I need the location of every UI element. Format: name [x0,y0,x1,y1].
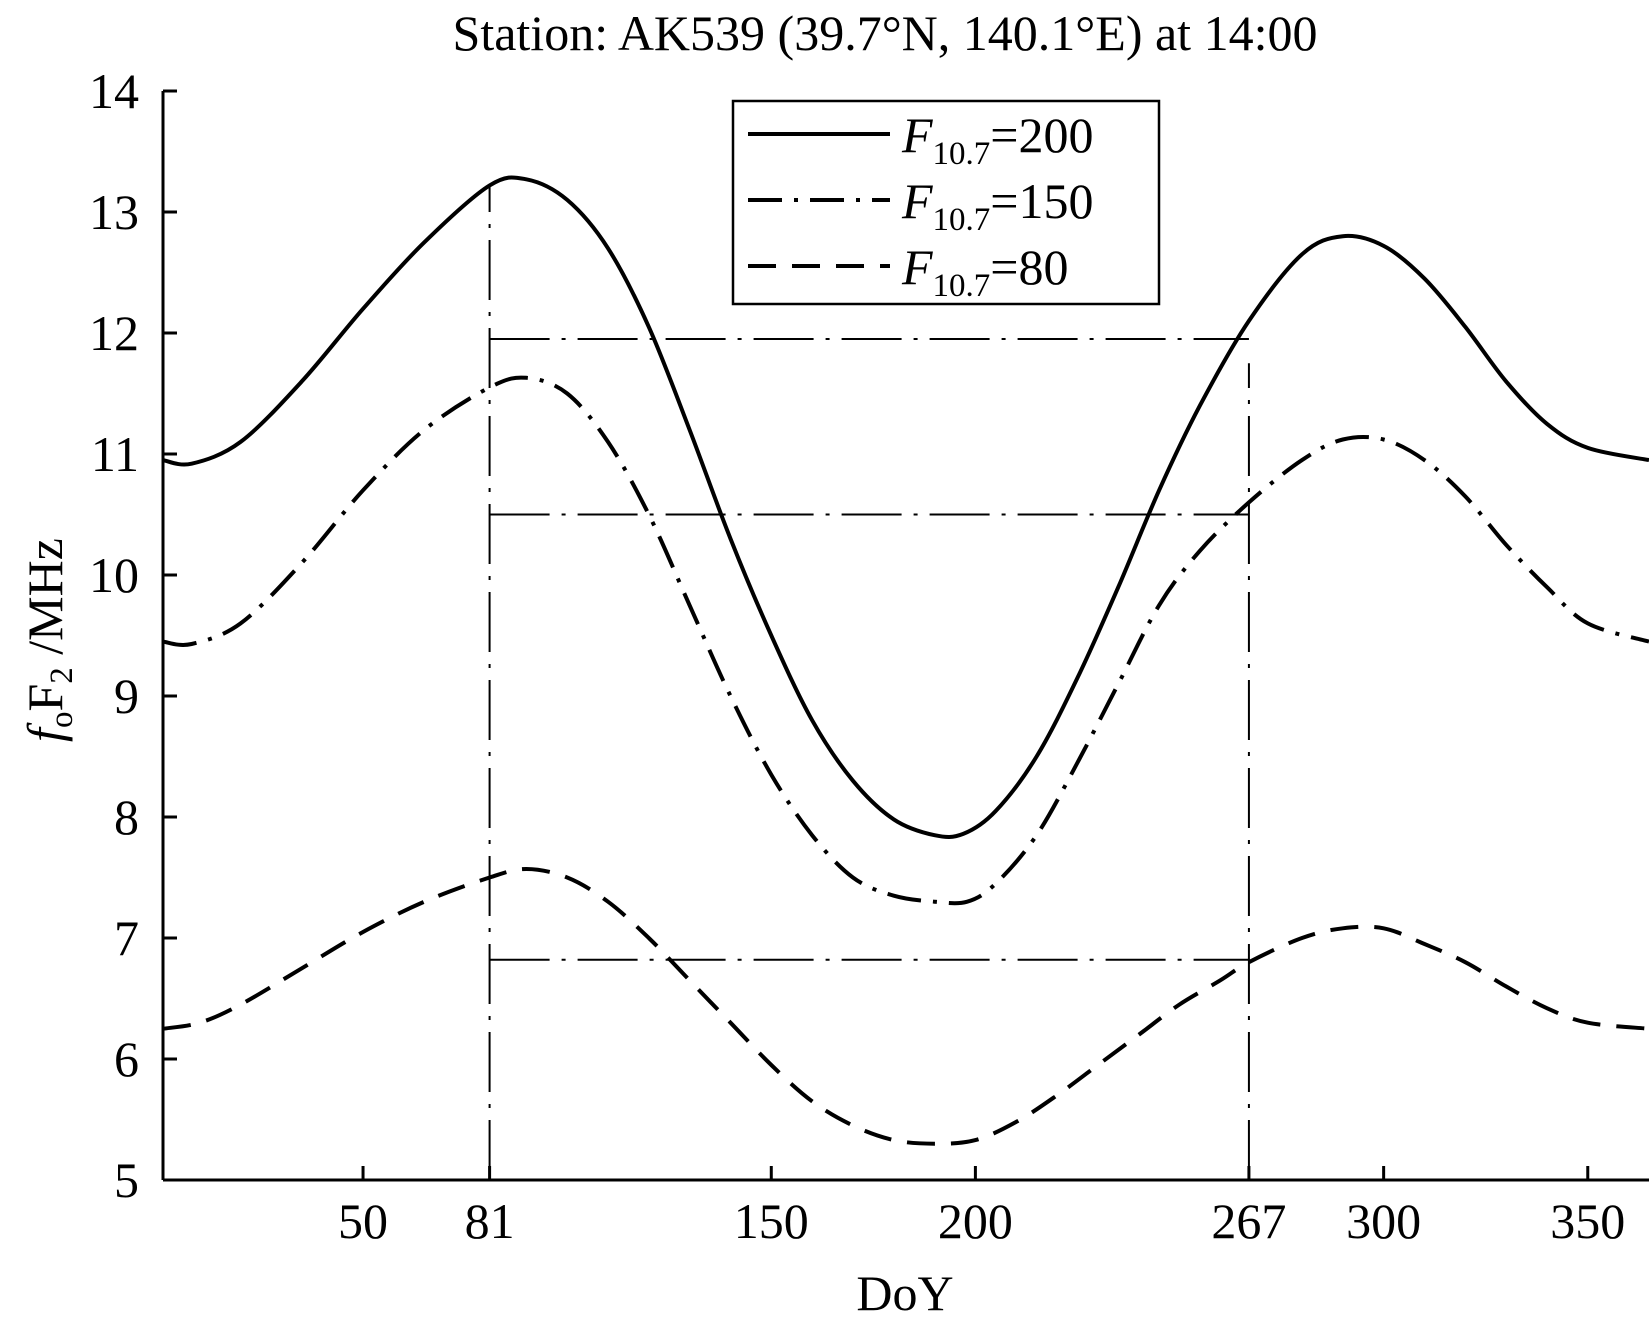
y-axis-label: foF2 /MHz [17,538,80,742]
y-ticks: 5 6 7 8 9 10 11 12 13 14 [89,63,177,1208]
legend-label-value: =150 [990,173,1093,229]
x-tick-label: 267 [1211,1193,1286,1249]
x-tick-label: 50 [338,1193,388,1249]
legend-label: F10.7=150 [901,173,1094,238]
series-line-0 [162,175,1649,839]
plot-area: 50 81 150 200 267 300 350 5 6 7 8 9 10 11 12 13 14 [89,63,1649,1249]
y-label-sub-2: 2 [44,667,80,684]
x-tick-label: 300 [1346,1193,1421,1249]
x-axis-label: DoY [856,1265,953,1320]
x-tick-label: 81 [465,1193,515,1249]
y-tick-label: 6 [114,1031,139,1087]
y-tick-label: 7 [114,910,139,966]
legend-label-sub: 10.7 [933,136,991,172]
legend-label-sub: 10.7 [933,202,991,238]
y-tick-label: 5 [114,1152,139,1208]
legend-label: F10.7=80 [901,239,1069,304]
y-label-sub-o: o [44,712,80,729]
reference-lines [488,185,1250,1180]
y-tick-label: 10 [89,547,139,603]
legend-label-prefix: F [901,173,933,229]
legend-label-value: =200 [990,107,1093,163]
y-tick-label: 12 [89,305,139,361]
x-tick-label: 200 [938,1193,1013,1249]
y-label-unit: /MHz [17,538,73,667]
x-tick-label: 150 [734,1193,809,1249]
chart-title: Station: AK539 (39.7°N, 140.1°E) at 14:0… [453,5,1318,61]
series-line-1 [162,375,1649,906]
y-tick-label: 8 [114,789,139,845]
legend-label-sub: 10.7 [933,268,991,304]
x-ticks: 50 81 150 200 267 300 350 [338,1166,1625,1249]
y-tick-label: 11 [91,426,139,482]
legend-label-value: =80 [990,239,1068,295]
y-tick-label: 14 [89,63,139,119]
legend-label-prefix: F [901,107,933,163]
legend-label: F10.7=200 [901,107,1094,172]
y-tick-label: 13 [89,184,139,240]
x-tick-label: 350 [1550,1193,1625,1249]
y-tick-label: 9 [114,668,139,724]
series-line-2 [162,866,1649,1146]
legend-label-prefix: F [901,239,933,295]
y-label-F: F [17,684,73,712]
series-lines [162,175,1649,1146]
